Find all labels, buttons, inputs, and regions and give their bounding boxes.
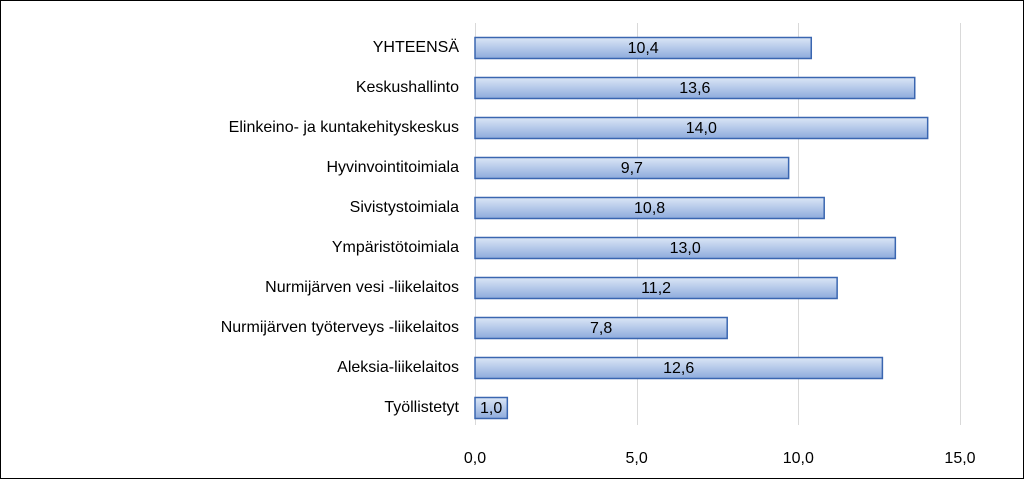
- bar: [474, 316, 728, 340]
- bar: [474, 396, 509, 420]
- bar: [474, 76, 916, 100]
- data-label: 9,7: [621, 160, 643, 177]
- bar: [474, 276, 838, 300]
- category-label: YHTEENSÄ: [373, 38, 460, 56]
- x-axis-tick-labels: 0,0 5,0 10,0 15,0: [464, 450, 976, 467]
- category-label: Elinkeino- ja kuntakehityskeskus: [229, 119, 459, 136]
- category-label: Sivistystoimiala: [350, 199, 459, 216]
- category-label: Hyvinvointitoimiala: [327, 159, 460, 176]
- data-label: 13,6: [679, 80, 710, 97]
- x-tick-label: 0,0: [464, 450, 486, 467]
- category-label: Aleksia-liikelaitos: [337, 359, 459, 376]
- bars: [474, 36, 929, 420]
- category-label: Keskushallinto: [356, 79, 459, 96]
- data-label: 13,0: [670, 240, 701, 257]
- data-label: 14,0: [686, 120, 717, 137]
- bar: [474, 156, 790, 180]
- data-labels: 10,4 13,6 14,0 9,7 10,8 13,0 11,2 7,8 12,6 1,0: [480, 40, 717, 417]
- data-label: 10,4: [628, 40, 659, 57]
- category-label: Ympäristötoimiala: [332, 239, 459, 256]
- bar: [474, 196, 825, 220]
- bar: [474, 116, 929, 140]
- x-tick-label: 10,0: [783, 450, 814, 467]
- x-tick-label: 15,0: [944, 450, 975, 467]
- category-label: Työllistetyt: [384, 399, 459, 416]
- data-label: 7,8: [590, 320, 612, 337]
- category-label: Nurmijärven vesi -liikelaitos: [265, 279, 459, 296]
- bar: [474, 36, 813, 60]
- bar: [474, 236, 897, 260]
- data-label: 10,8: [634, 200, 665, 217]
- data-label: 12,6: [663, 360, 694, 377]
- category-label: Nurmijärven työterveys -liikelaitos: [221, 319, 459, 336]
- x-tick-label: 5,0: [626, 450, 648, 467]
- category-labels: YHTEENSÄ Keskushallinto Elinkeino- ja kunt…: [221, 38, 460, 416]
- data-label: 1,0: [480, 400, 502, 417]
- data-label: 11,2: [641, 280, 671, 297]
- bar: [474, 356, 884, 380]
